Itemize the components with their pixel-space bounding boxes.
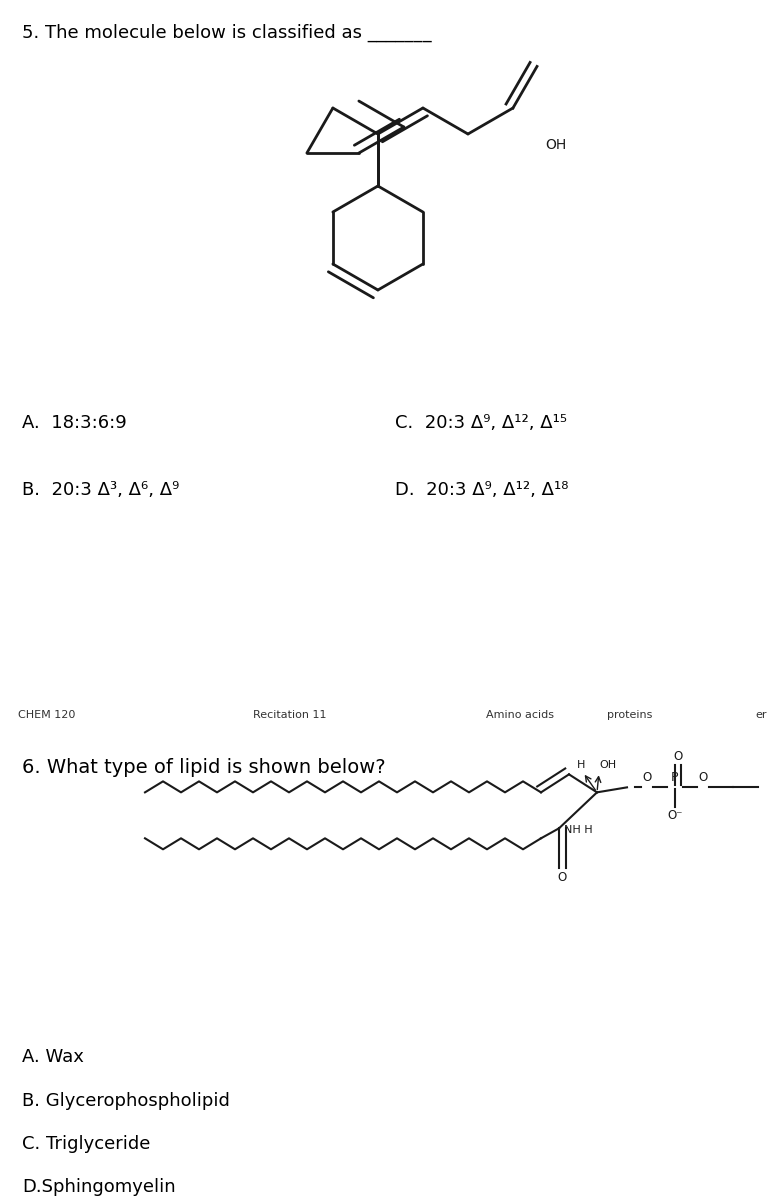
Text: D.Sphingomyelin: D.Sphingomyelin xyxy=(22,1178,175,1196)
Text: O: O xyxy=(558,871,567,884)
Text: 5. The molecule below is classified as _______: 5. The molecule below is classified as _… xyxy=(22,24,431,42)
Text: NH H: NH H xyxy=(564,826,592,835)
Text: Recitation 11: Recitation 11 xyxy=(253,710,327,720)
Text: CHEM 120: CHEM 120 xyxy=(18,710,75,720)
Text: OH: OH xyxy=(545,138,566,152)
Text: C.  20:3 Δ⁹, Δ¹², Δ¹⁵: C. 20:3 Δ⁹, Δ¹², Δ¹⁵ xyxy=(395,414,567,432)
Text: D.  20:3 Δ⁹, Δ¹², Δ¹⁸: D. 20:3 Δ⁹, Δ¹², Δ¹⁸ xyxy=(395,481,568,499)
Text: A. Wax: A. Wax xyxy=(22,1048,84,1066)
Text: B.  20:3 Δ³, Δ⁶, Δ⁹: B. 20:3 Δ³, Δ⁶, Δ⁹ xyxy=(22,481,179,499)
Text: B. Glycerophospholipid: B. Glycerophospholipid xyxy=(22,1092,230,1110)
Text: OH: OH xyxy=(599,761,616,770)
Text: O⁻: O⁻ xyxy=(667,809,683,822)
Text: C. Triglyceride: C. Triglyceride xyxy=(22,1135,151,1153)
Text: er: er xyxy=(755,710,767,720)
Text: A.  18:3:6:9: A. 18:3:6:9 xyxy=(22,414,127,432)
Text: H: H xyxy=(577,761,585,770)
Text: P: P xyxy=(671,772,679,785)
Text: O: O xyxy=(698,772,707,785)
Text: O: O xyxy=(674,750,683,763)
Text: 6. What type of lipid is shown below?: 6. What type of lipid is shown below? xyxy=(22,758,385,778)
Text: O: O xyxy=(642,772,651,785)
Text: Amino acids: Amino acids xyxy=(486,710,554,720)
Text: proteins: proteins xyxy=(608,710,653,720)
